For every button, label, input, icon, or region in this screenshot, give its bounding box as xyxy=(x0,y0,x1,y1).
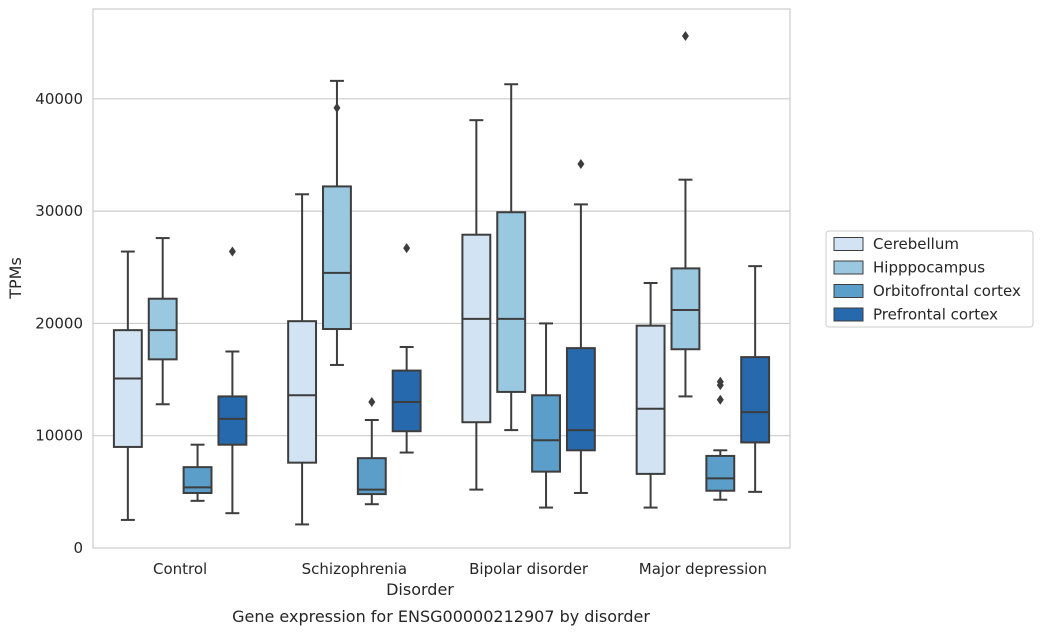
box-group xyxy=(461,119,492,491)
outlier-point xyxy=(403,243,411,254)
box-iqr xyxy=(496,211,527,393)
box-group xyxy=(322,79,352,366)
y-tick-label: 10000 xyxy=(35,427,83,445)
x-axis-ticks: Control Schizophrenia Bipolar disorder Majo… xyxy=(153,560,767,578)
legend-swatch xyxy=(833,284,864,298)
legend-swatch xyxy=(833,307,864,322)
outlier-point xyxy=(333,102,341,113)
outlier-point xyxy=(368,397,376,408)
box-group xyxy=(565,158,596,494)
legend-label: Prefrontal cortex xyxy=(873,306,998,324)
x-tick-label: Control xyxy=(153,560,207,578)
x-tick-label: Bipolar disorder xyxy=(469,560,589,578)
legend-label: Cerebellum xyxy=(873,235,959,253)
gridlines xyxy=(93,98,790,437)
figure-caption: Gene expression for ENSG00000212907 by d… xyxy=(232,607,650,626)
box-iqr xyxy=(531,394,561,473)
boxes xyxy=(112,30,771,526)
box-group xyxy=(635,281,666,509)
box-group xyxy=(182,443,213,502)
box-iqr xyxy=(705,454,736,492)
box-iqr xyxy=(322,185,352,331)
box-iqr xyxy=(565,347,596,452)
outlier-point xyxy=(681,30,689,41)
x-tick-label: Schizophrenia xyxy=(302,560,407,578)
box-iqr xyxy=(740,356,771,444)
box-iqr xyxy=(670,267,701,351)
y-tick-label: 0 xyxy=(73,539,83,557)
box-group xyxy=(391,243,422,454)
legend-swatch xyxy=(833,260,864,275)
box-group xyxy=(287,193,318,526)
outlier-point xyxy=(716,394,724,405)
y-tick-label: 20000 xyxy=(35,314,83,332)
box-group xyxy=(147,237,178,406)
box-iqr xyxy=(391,369,422,433)
y-tick-label: 40000 xyxy=(35,90,83,108)
box-group xyxy=(112,250,143,521)
y-tick-label: 30000 xyxy=(35,202,83,220)
box-group xyxy=(705,376,736,501)
box-iqr xyxy=(356,457,387,496)
legend-swatch xyxy=(833,237,864,251)
outlier-point xyxy=(716,376,724,387)
legend-label: Hipppocampus xyxy=(873,259,985,277)
box-iqr xyxy=(461,233,492,424)
box-iqr xyxy=(635,324,666,475)
box-iqr xyxy=(287,320,318,464)
box-group xyxy=(670,30,701,398)
box-group xyxy=(531,322,561,509)
legend-label: Orbitofrontal cortex xyxy=(873,282,1021,300)
box-group xyxy=(740,265,771,493)
box-iqr xyxy=(147,297,178,361)
legend: Cerebellum Hipppocampus Orbitofrontal cort… xyxy=(825,230,1034,328)
plot-area-frame xyxy=(92,8,791,549)
box-iqr xyxy=(182,466,213,494)
outlier-point xyxy=(577,158,585,169)
legend-items: Cerebellum Hipppocampus Orbitofrontal cort… xyxy=(833,235,1021,324)
x-axis-title: Disorder xyxy=(386,580,454,599)
x-tick-label: Major depression xyxy=(639,560,767,578)
legend-frame xyxy=(825,230,1034,328)
outlier-point xyxy=(228,246,236,257)
box-iqr xyxy=(112,329,143,448)
box-group xyxy=(496,83,527,432)
box-group xyxy=(217,246,248,515)
y-axis-title: TPMs xyxy=(6,257,25,300)
box-iqr xyxy=(217,395,248,446)
y-axis-ticks: 0 10000 20000 30000 40000 xyxy=(35,90,83,557)
box-group xyxy=(356,397,387,506)
